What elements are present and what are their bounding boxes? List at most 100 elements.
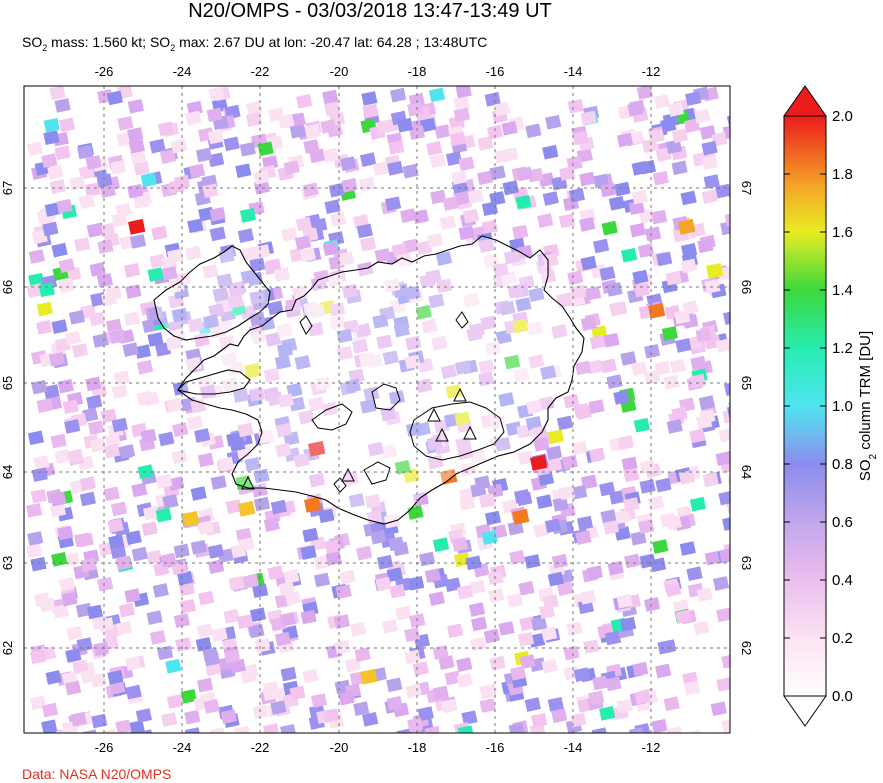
so2-pixel [85,155,102,170]
so2-pixel [51,242,68,258]
so2-pixel [298,409,315,425]
so2-pixel [632,661,649,677]
so2-pixel [518,580,535,596]
so2-pixel [372,313,389,329]
so2-pixel [424,568,441,583]
so2-pixel [27,531,44,546]
so2-pixel [352,339,369,354]
so2-pixel [239,141,256,157]
so2-pixel [350,621,367,637]
so2-pixel [479,493,496,509]
so2-pixel [107,518,124,534]
so2-pixel [338,690,355,706]
so2-pixel [605,676,622,692]
so2-pixel [575,530,592,545]
lon-tick-label: -14 [564,740,583,755]
lat-tick-label: 65 [739,376,754,390]
so2-pixel [568,187,585,203]
so2-pixel [695,327,712,343]
so2-pixel [686,729,703,733]
so2-pixel [136,359,154,375]
so2-pixel [257,141,274,157]
so2-pixel [70,711,87,727]
so2-pixel [388,140,405,155]
lon-tick-label: -14 [564,64,583,79]
lon-tick-label: -22 [251,740,270,755]
so2-pixel [526,399,543,415]
so2-pixel [458,156,475,172]
so2-pixel [364,493,381,509]
so2-pixel [187,317,204,333]
so2-pixel [240,269,257,285]
so2-pixel [360,236,377,252]
so2-pixel [680,258,697,274]
so2-pixels [25,86,730,733]
so2-pixel [294,355,311,370]
so2-pixel [639,459,656,475]
so2-pixel [438,655,455,670]
so2-pixel [498,621,515,636]
so2-pixel [586,359,603,375]
so2-pixel-high [512,508,530,525]
so2-pixel [432,537,450,553]
so2-pixel [388,390,405,405]
lat-tick-label: 66 [0,280,15,294]
so2-pixel [609,301,626,316]
so2-pixel [31,467,48,483]
so2-pixel [501,120,518,136]
so2-pixel [58,117,75,133]
so2-pixel [49,502,67,518]
so2-pixel [155,507,172,523]
so2-pixel [436,278,453,294]
so2-pixel [279,612,296,627]
so2-pixel [334,639,351,655]
so2-pixel [96,272,113,288]
so2-pixel [479,698,496,713]
so2-pixel [302,527,319,543]
so2-pixel [394,459,411,475]
so2-pixel [248,623,265,639]
so2-pixel [588,690,605,706]
so2-pixel [540,365,557,380]
so2-pixel [675,338,692,353]
so2-pixel [498,392,515,407]
so2-pixel [356,223,373,239]
so2-pixel [696,587,713,602]
so2-pixel [474,475,491,491]
so2-pixel [218,334,235,350]
so2-pixel [220,709,237,724]
so2-pixel [207,544,225,559]
so2-pixel [49,179,66,195]
so2-pixel [160,552,177,568]
so2-pixel [289,123,306,139]
so2-pixel [208,303,225,319]
so2-pixel [661,326,678,341]
so2-pixel [262,686,279,702]
so2-pixel [415,304,432,320]
so2-pixel [198,590,215,606]
so2-pixel [212,286,229,302]
so2-pixel [194,428,211,443]
so2-pixel [385,196,402,212]
colorbar-max-arrow [783,85,827,117]
lon-tick-label: -26 [95,64,114,79]
so2-pixel [681,242,698,258]
so2-pixel [579,589,597,605]
so2-pixel [633,282,650,298]
so2-pixel [570,712,587,728]
so2-pixel [426,140,443,156]
so2-pixel [207,559,225,574]
so2-pixel [484,91,501,107]
so2-pixel [499,300,516,316]
so2-pixel [195,147,213,163]
so2-pixel [580,255,597,271]
so2-pixel [43,130,60,146]
so2-pixel [507,283,524,299]
so2-pixel [412,209,429,224]
so2-pixel [599,481,616,497]
so2-pixel [716,607,730,623]
so2-pixel [479,683,496,699]
so2-pixel [227,293,244,309]
so2-pixel [168,476,185,491]
so2-pixel [637,243,655,259]
